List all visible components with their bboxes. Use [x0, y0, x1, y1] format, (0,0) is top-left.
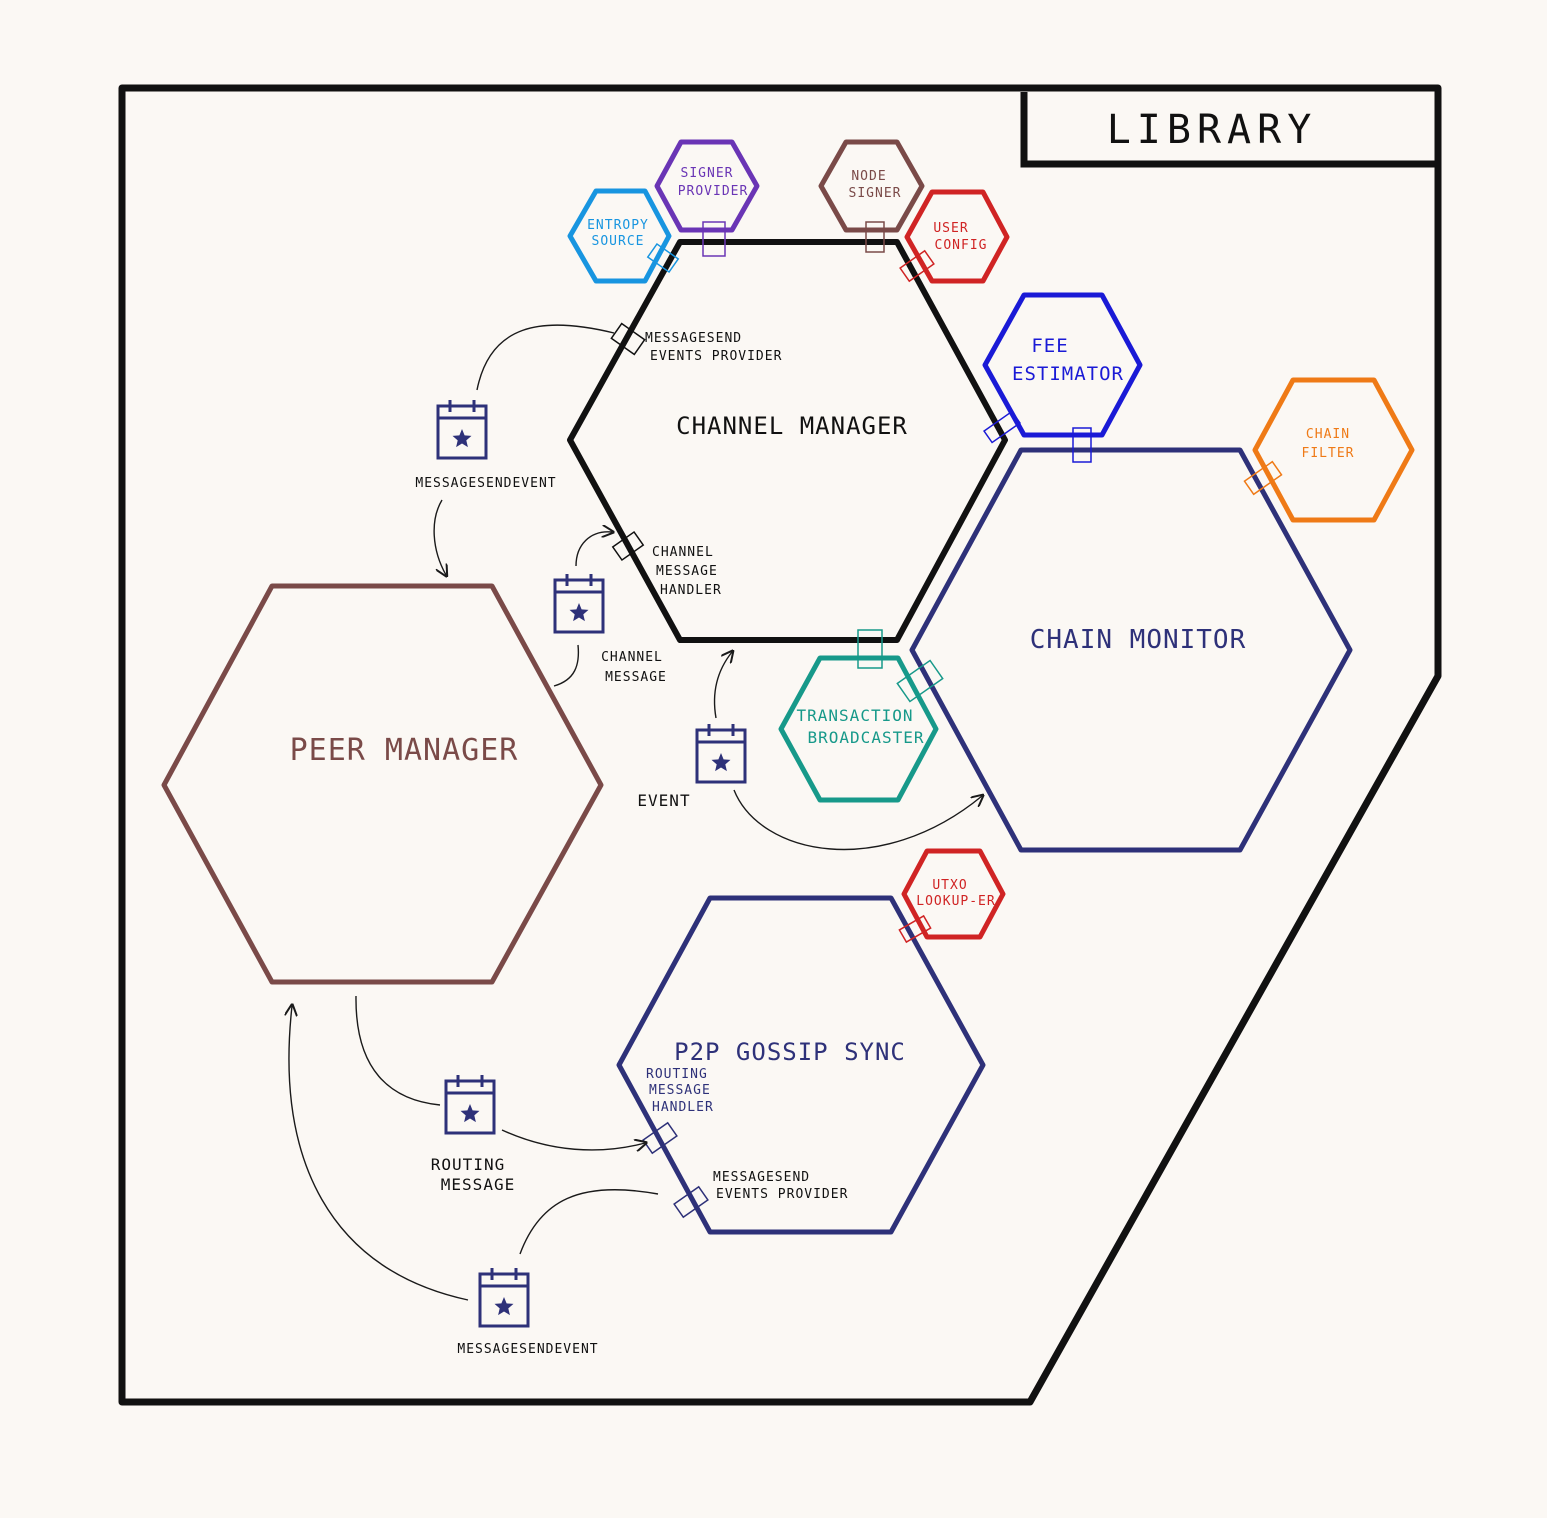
port-node-signer [865, 221, 885, 253]
entropy-source-label-line2: SOURCE [592, 234, 645, 249]
fee-estimator-label-line2: ESTIMATOR [1012, 363, 1124, 385]
msg-send-event-top-label: MESSAGESENDEVENT [415, 476, 556, 491]
port-fee-estimator-cm [983, 410, 1021, 444]
port-tx-broadcaster-chain [896, 659, 944, 703]
gossip-routing-handler-line2: MESSAGE [649, 1083, 711, 1098]
cm-msg-send-label-line2: EVENTS PROVIDER [650, 349, 782, 364]
gossip-msg-send-line1: MESSAGESEND [713, 1170, 810, 1185]
p2p-gossip-sync-label: P2P GOSSIP SYNC [674, 1038, 906, 1066]
port-fee-estimator-chain [1072, 427, 1092, 463]
user-config-interface[interactable]: USER CONFIG [904, 189, 1010, 284]
node-signer-label-line1: NODE [851, 169, 886, 184]
channel-message-event-icon[interactable] [553, 574, 605, 634]
entropy-source-label-line1: ENTROPY [587, 218, 649, 233]
transaction-broadcaster-label-line2: BROADCASTER [808, 728, 925, 747]
node-signer-interface[interactable]: NODE SIGNER [818, 139, 925, 233]
arrow-gossip-to-msgsend-event [519, 1188, 659, 1255]
port-utxo-lookup [898, 914, 932, 944]
chain-filter-label-line1: CHAIN [1306, 427, 1350, 442]
arrow-routing-msg-to-gossip [501, 1129, 645, 1150]
routing-message-label-line2: MESSAGE [441, 1175, 515, 1194]
user-config-label-line1: USER [933, 221, 968, 236]
peer-manager-label: PEER MANAGER [290, 733, 519, 768]
port-chain-filter [1243, 460, 1283, 496]
routing-message-label-line1: ROUTING [431, 1155, 505, 1174]
chain-monitor-module[interactable]: CHAIN MONITOR [909, 447, 1353, 853]
node-signer-label-line2: SIGNER [849, 186, 902, 201]
signer-provider-label-line1: SIGNER [681, 166, 734, 181]
utxo-lookup-label-line2: LOOKUP-ER [916, 894, 995, 909]
utxo-lookup-interface[interactable]: UTXO LOOKUP-ER [901, 848, 1006, 940]
fee-estimator-interface[interactable]: FEE ESTIMATOR [982, 292, 1143, 438]
signer-provider-label-line2: PROVIDER [678, 184, 749, 199]
signer-provider-interface[interactable]: SIGNER PROVIDER [654, 139, 760, 233]
cm-channel-handler-line2: MESSAGE [656, 564, 718, 579]
msg-send-event-top-icon[interactable] [436, 400, 488, 460]
channel-manager-module[interactable]: CHANNEL MANAGER [567, 239, 1008, 643]
arrow-channel-msg-to-cm [575, 532, 612, 567]
port-connectors [610, 221, 1283, 1219]
gossip-msg-send-line2: EVENTS PROVIDER [716, 1187, 848, 1202]
port-signer-provider [702, 221, 726, 257]
flow-arrows [289, 324, 982, 1301]
arrow-msgsend-event-to-peer [433, 499, 446, 575]
chain-filter-interface[interactable]: CHAIN FILTER [1252, 377, 1415, 523]
cm-msg-send-label-line1: MESSAGESEND [645, 331, 742, 346]
cm-channel-handler-line3: HANDLER [660, 583, 722, 598]
user-config-label-line2: CONFIG [935, 238, 988, 253]
library-boundary [118, 84, 1442, 1406]
routing-message-event-icon[interactable] [444, 1075, 496, 1135]
cm-channel-msg-handler-port-label: CHANNEL MESSAGE HANDLER [652, 545, 722, 598]
event-label: EVENT [637, 791, 690, 810]
peer-manager-module[interactable]: PEER MANAGER [161, 583, 604, 985]
arrow-peer-to-channel-msg [553, 644, 580, 687]
cm-msg-send-events-port-label: MESSAGESEND EVENTS PROVIDER [645, 331, 782, 364]
utxo-lookup-label-line1: UTXO [932, 878, 967, 893]
port-tx-broadcaster-cm [857, 629, 883, 669]
event-icon[interactable] [695, 724, 747, 784]
arrow-msgsend-event-to-peer-bottom [289, 1006, 469, 1301]
p2p-gossip-sync-module[interactable]: P2P GOSSIP SYNC [616, 895, 986, 1235]
entropy-source-interface[interactable]: ENTROPY SOURCE [567, 188, 672, 284]
msg-send-event-bottom-icon[interactable] [478, 1268, 530, 1328]
channel-message-label-line2: MESSAGE [605, 670, 667, 685]
port-cm-channel-msg-handler [611, 530, 645, 562]
arrow-event-to-chain-monitor [733, 789, 982, 851]
gossip-routing-handler-line1: ROUTING [646, 1067, 708, 1082]
port-cm-msg-send [610, 322, 646, 356]
arrow-cm-to-msgsend-event [476, 324, 615, 391]
port-gossip-msg-send [673, 1185, 709, 1219]
fee-estimator-label-line1: FEE [1031, 335, 1068, 357]
arrow-event-to-cm [713, 652, 732, 719]
cm-channel-handler-line1: CHANNEL [652, 545, 714, 560]
library-title: LIBRARY [1107, 107, 1318, 153]
transaction-broadcaster-label-line1: TRANSACTION [797, 706, 914, 725]
chain-monitor-label: CHAIN MONITOR [1030, 625, 1247, 655]
chain-filter-label-line2: FILTER [1302, 446, 1355, 461]
channel-message-label-line1: CHANNEL [601, 650, 663, 665]
port-user-config [899, 249, 935, 283]
gossip-routing-handler-line3: HANDLER [652, 1100, 714, 1115]
gossip-msg-send-events-port-label: MESSAGESEND EVENTS PROVIDER [713, 1170, 848, 1202]
channel-manager-label: CHANNEL MANAGER [676, 412, 908, 440]
gossip-routing-msg-handler-port-label: ROUTING MESSAGE HANDLER [646, 1067, 714, 1115]
transaction-broadcaster-interface[interactable]: TRANSACTION BROADCASTER [778, 655, 939, 803]
arrow-peer-to-routing-msg [355, 995, 441, 1106]
msg-send-event-bottom-label: MESSAGESENDEVENT [457, 1342, 598, 1357]
port-entropy-source [646, 242, 680, 274]
